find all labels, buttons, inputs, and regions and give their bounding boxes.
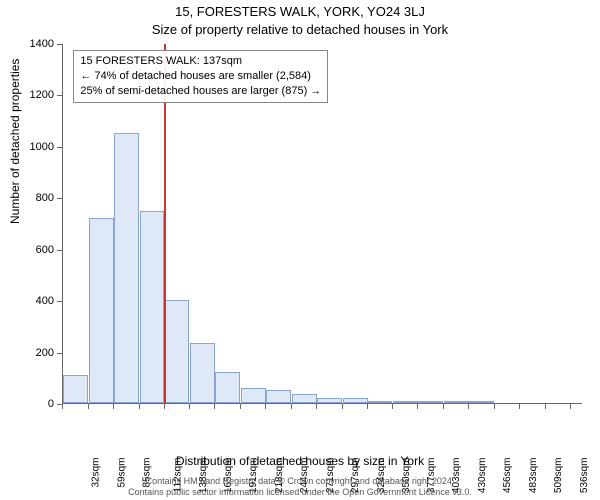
info-line-2: ← 74% of detached houses are smaller (2,…	[80, 69, 321, 84]
histogram-bar	[89, 218, 114, 403]
footer-attribution: Contains HM Land Registry data © Crown c…	[0, 476, 600, 499]
x-tick-mark	[570, 404, 571, 409]
histogram-bar	[343, 398, 368, 403]
histogram-bar	[190, 343, 215, 403]
y-tick-label: 200	[14, 347, 54, 359]
x-tick-mark	[265, 404, 266, 409]
histogram-bar	[114, 133, 139, 403]
footer-line-1: Contains HM Land Registry data © Crown c…	[0, 476, 600, 487]
x-tick-mark	[545, 404, 546, 409]
x-tick-mark	[113, 404, 114, 409]
x-tick-mark	[214, 404, 215, 409]
x-tick-mark	[392, 404, 393, 409]
footer-line-2: Contains public sector information licen…	[0, 487, 600, 498]
histogram-bar	[292, 394, 317, 403]
histogram-bar	[418, 401, 443, 403]
x-tick-mark	[316, 404, 317, 409]
y-tick-label: 600	[14, 244, 54, 256]
histogram-bar	[241, 388, 266, 403]
x-tick-mark	[88, 404, 89, 409]
y-tick-label: 0	[14, 398, 54, 410]
x-tick-mark	[240, 404, 241, 409]
histogram-bar	[444, 401, 469, 403]
x-tick-mark	[164, 404, 165, 409]
chart-plot-area: 15 FORESTERS WALK: 137sqm ← 74% of detac…	[62, 44, 582, 404]
x-tick-mark	[367, 404, 368, 409]
x-tick-mark	[62, 404, 63, 409]
x-tick-mark	[468, 404, 469, 409]
histogram-bar	[368, 401, 393, 403]
info-box: 15 FORESTERS WALK: 137sqm ← 74% of detac…	[73, 50, 328, 103]
x-tick-mark	[189, 404, 190, 409]
y-tick-label: 400	[14, 295, 54, 307]
histogram-bar	[469, 401, 494, 403]
x-tick-mark	[494, 404, 495, 409]
histogram-bar	[215, 372, 240, 403]
x-tick-mark	[291, 404, 292, 409]
histogram-bar	[393, 401, 418, 403]
x-tick-mark	[342, 404, 343, 409]
figure-container: 15, FORESTERS WALK, YORK, YO24 3LJ Size …	[0, 0, 600, 500]
x-tick-mark	[139, 404, 140, 409]
x-axis-label: Distribution of detached houses by size …	[0, 454, 600, 468]
x-tick-mark	[417, 404, 418, 409]
x-tick-mark	[519, 404, 520, 409]
histogram-bar	[63, 375, 88, 403]
histogram-bar	[266, 390, 291, 403]
title-address: 15, FORESTERS WALK, YORK, YO24 3LJ	[0, 4, 600, 19]
histogram-bar	[317, 398, 342, 403]
x-tick-mark	[443, 404, 444, 409]
y-tick-label: 800	[14, 192, 54, 204]
y-tick-label: 1200	[14, 89, 54, 101]
histogram-bar	[165, 300, 190, 403]
y-tick-label: 1000	[14, 141, 54, 153]
y-tick-label: 1400	[14, 38, 54, 50]
info-line-1: 15 FORESTERS WALK: 137sqm	[80, 54, 321, 69]
histogram-bar	[140, 211, 165, 403]
info-line-3: 25% of semi-detached houses are larger (…	[80, 84, 321, 99]
title-subtitle: Size of property relative to detached ho…	[0, 22, 600, 37]
